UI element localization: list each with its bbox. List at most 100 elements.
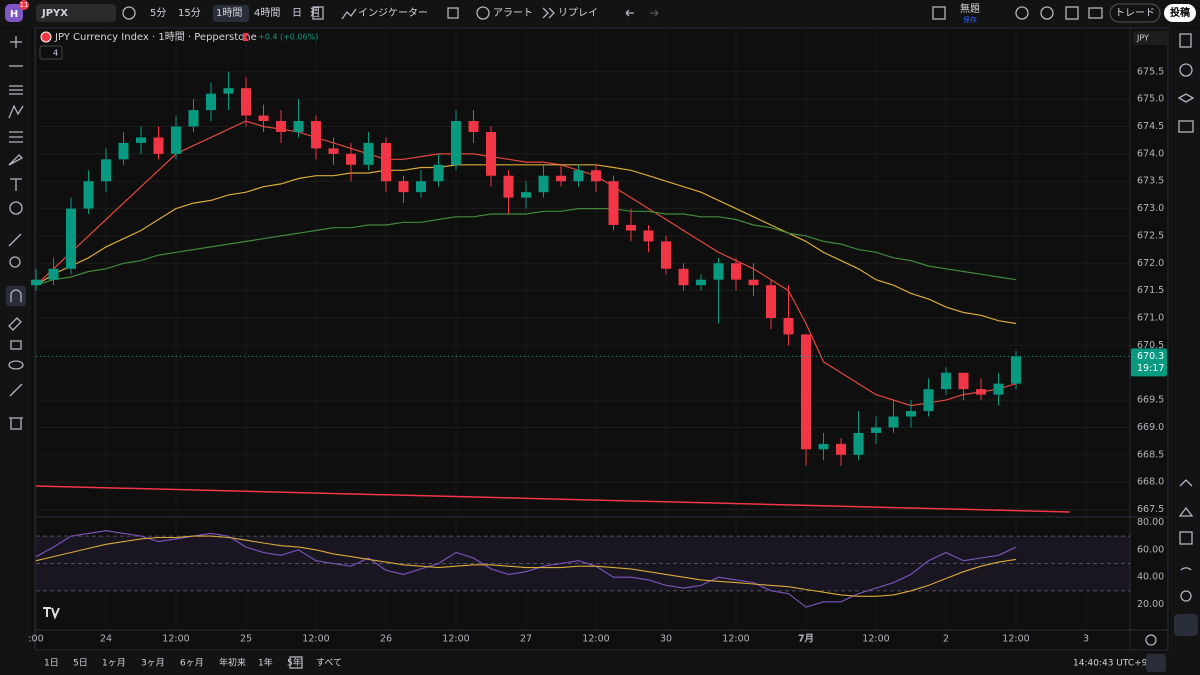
publish-label: 投稿 bbox=[1170, 6, 1190, 19]
time-tick-label: 12:00 bbox=[862, 634, 889, 645]
trade-button[interactable] bbox=[1109, 3, 1161, 23]
emoji-tool[interactable] bbox=[9, 201, 23, 215]
auto-scale-button[interactable] bbox=[1146, 654, 1166, 672]
fullscreen-button[interactable] bbox=[1065, 6, 1079, 20]
snapshot-button[interactable] bbox=[1088, 7, 1103, 19]
interval-active bbox=[213, 5, 249, 22]
measure-tool[interactable] bbox=[8, 233, 22, 247]
candle-body bbox=[486, 131, 496, 176]
date-range-button[interactable] bbox=[289, 656, 303, 669]
interval-button[interactable]: 15分 bbox=[178, 7, 201, 19]
candle-body bbox=[678, 268, 689, 286]
candle-body bbox=[923, 389, 934, 412]
moving-average bbox=[35, 208, 1017, 286]
indicators-toggle[interactable] bbox=[39, 45, 63, 60]
time-tick-label: 26 bbox=[380, 634, 392, 645]
link-tool[interactable] bbox=[9, 383, 23, 397]
layout-button[interactable] bbox=[932, 6, 946, 20]
layout-status: 保存 bbox=[963, 15, 977, 24]
interval-button[interactable]: 5分 bbox=[150, 7, 166, 19]
stream-button[interactable] bbox=[1180, 567, 1192, 571]
time-tick-label: 7月 bbox=[798, 634, 814, 645]
candle-body bbox=[451, 121, 461, 165]
moving-average bbox=[35, 120, 1017, 407]
magnet-tool[interactable] bbox=[6, 286, 26, 306]
candle-body bbox=[958, 372, 969, 390]
indicators-button[interactable]: インジケーター bbox=[358, 7, 428, 19]
interval-button[interactable]: 4時間 bbox=[254, 7, 280, 19]
replay-button[interactable]: リプレイ bbox=[558, 7, 598, 19]
range-button[interactable]: 1年 bbox=[258, 657, 273, 669]
text-tool[interactable] bbox=[10, 178, 22, 191]
chart-type-button[interactable] bbox=[312, 6, 324, 20]
candle-body bbox=[643, 230, 654, 242]
visibility-tool[interactable] bbox=[8, 360, 24, 370]
undo-button[interactable] bbox=[625, 9, 634, 17]
interval-button[interactable]: 週 bbox=[310, 7, 320, 19]
layers-button[interactable] bbox=[1177, 93, 1195, 103]
tv-logo bbox=[43, 607, 60, 620]
calendar-button[interactable] bbox=[1178, 506, 1194, 517]
cursor-tool[interactable] bbox=[10, 36, 22, 48]
candle-body bbox=[731, 263, 741, 280]
interval-button[interactable]: 日 bbox=[292, 8, 302, 19]
avatar-letter: H bbox=[10, 9, 18, 20]
indicator-icon bbox=[341, 8, 357, 20]
chat-button[interactable] bbox=[1178, 120, 1194, 133]
redo-button[interactable] bbox=[650, 9, 659, 17]
widget-bar bbox=[1170, 28, 1200, 675]
range-button[interactable]: 年初来 bbox=[219, 657, 246, 669]
range-button[interactable]: 5日 bbox=[73, 658, 88, 669]
compare-button[interactable] bbox=[122, 6, 136, 20]
publish-button[interactable] bbox=[1164, 4, 1196, 22]
zoom-tool[interactable] bbox=[9, 256, 21, 268]
range-button[interactable]: 3ヶ月 bbox=[141, 658, 165, 669]
range-button[interactable]: 1日 bbox=[44, 658, 59, 669]
fib-tool[interactable] bbox=[9, 85, 23, 95]
market-status bbox=[243, 33, 249, 41]
forecast-tool[interactable] bbox=[9, 131, 23, 143]
candle-body bbox=[153, 137, 164, 154]
layout-name[interactable]: 無題 bbox=[960, 2, 980, 15]
news-button[interactable] bbox=[1179, 531, 1193, 545]
templates-button[interactable] bbox=[447, 7, 459, 19]
range-button[interactable]: すべて bbox=[316, 658, 342, 669]
badge-count: 11 bbox=[20, 1, 29, 9]
interval-button[interactable]: 1時間 bbox=[216, 7, 242, 19]
time-tick-label: 2 bbox=[943, 634, 949, 645]
products-button[interactable] bbox=[1174, 614, 1198, 636]
price-tick-label: 674.5 bbox=[1137, 121, 1164, 132]
candle-body bbox=[381, 142, 391, 182]
brush-tool[interactable] bbox=[8, 154, 24, 166]
range-button[interactable]: 5年 bbox=[287, 657, 302, 669]
symbol-search[interactable] bbox=[36, 4, 116, 22]
price-tick-label: 673.5 bbox=[1137, 176, 1164, 187]
search-button[interactable] bbox=[1015, 6, 1029, 20]
settings-button[interactable] bbox=[1040, 6, 1054, 20]
lock-tool[interactable] bbox=[10, 340, 22, 350]
candle-body bbox=[223, 88, 234, 94]
currency-selector[interactable] bbox=[1133, 31, 1167, 45]
range-button[interactable]: 1ヶ月 bbox=[102, 658, 126, 669]
axis-settings[interactable] bbox=[1145, 634, 1157, 646]
rsi-tick-label: 20.00 bbox=[1137, 599, 1164, 610]
user-trendline[interactable] bbox=[35, 485, 1071, 513]
time-tick-label: 25 bbox=[240, 634, 252, 645]
candle-body bbox=[398, 181, 409, 193]
time-tick-label: 12:00 bbox=[1002, 634, 1029, 645]
watchlist-button[interactable] bbox=[1179, 33, 1192, 48]
ideas-button[interactable] bbox=[1179, 479, 1193, 487]
candle-body bbox=[993, 383, 1004, 395]
alerts-button[interactable] bbox=[1179, 63, 1193, 77]
moving-average bbox=[35, 164, 1017, 325]
notifications-button[interactable] bbox=[1180, 590, 1192, 602]
lock-drawing-tool[interactable] bbox=[8, 317, 22, 331]
candle-body bbox=[206, 93, 216, 111]
candle-body bbox=[941, 372, 951, 390]
alert-button[interactable]: アラート bbox=[493, 7, 533, 19]
avatar[interactable] bbox=[5, 4, 23, 22]
pattern-tool[interactable] bbox=[8, 104, 24, 119]
delete-tool[interactable] bbox=[9, 417, 23, 430]
range-button[interactable]: 6ヶ月 bbox=[180, 658, 204, 669]
